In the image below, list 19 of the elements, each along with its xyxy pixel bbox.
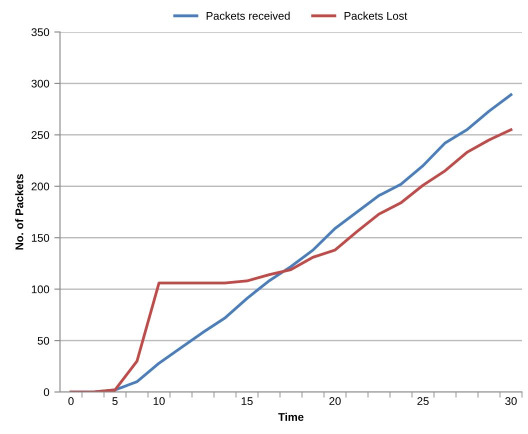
x-axis-title: Time [278, 412, 304, 421]
x-tick-label: 15 [242, 397, 253, 406]
legend-label: Packets received [206, 12, 290, 20]
x-tick-label: 5 [112, 397, 118, 406]
legend-label: Packets Lost [344, 12, 408, 20]
y-tick-label: 100 [32, 285, 50, 294]
y-axis-title: No. of Packets [15, 174, 24, 250]
y-tick-label: 0 [44, 388, 50, 396]
x-tick-label: 30 [505, 397, 517, 406]
x-tick-label: 10 [154, 397, 165, 406]
y-tick-label: 300 [31, 80, 50, 88]
y-tick-label: 250 [32, 131, 50, 139]
y-tick-label: 50 [38, 336, 50, 345]
x-tick-label: 25 [417, 397, 429, 406]
x-tick-label: 0 [68, 397, 74, 406]
y-tick-label: 150 [32, 234, 50, 242]
y-tick-label: 350 [31, 28, 50, 36]
y-tick-label: 200 [32, 182, 50, 190]
x-tick-label: 20 [329, 397, 341, 406]
